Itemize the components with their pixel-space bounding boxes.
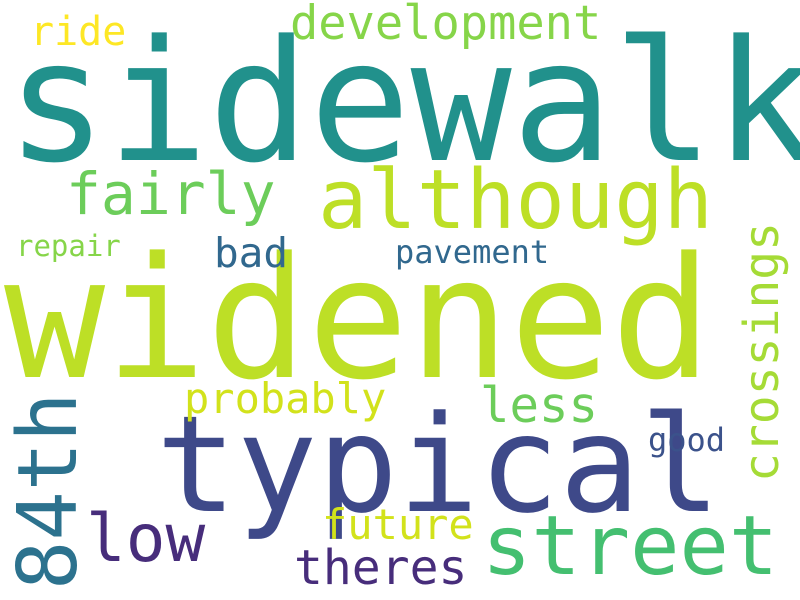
word-future: future <box>322 500 474 549</box>
word-84th: 84th <box>1 392 96 590</box>
word-widened: widened <box>4 221 713 417</box>
word-bad: bad <box>214 229 289 277</box>
word-fairly: fairly <box>66 160 276 228</box>
word-theres: theres <box>294 540 468 596</box>
word-low: low <box>86 500 206 577</box>
word-less: less <box>480 377 599 434</box>
word-probably: probably <box>184 374 387 423</box>
word-crossings: crossings <box>734 221 790 482</box>
word-good: good <box>648 421 726 459</box>
word-sidewalk: sidewalk <box>6 4 800 200</box>
word-repair: repair <box>16 229 121 263</box>
word-although: although <box>318 153 713 248</box>
word-typical: typical <box>156 387 721 543</box>
word-pavement: pavement <box>395 233 550 271</box>
word-ride: ride <box>30 9 127 55</box>
word-street: street <box>482 499 779 594</box>
word-development: development <box>290 0 602 51</box>
